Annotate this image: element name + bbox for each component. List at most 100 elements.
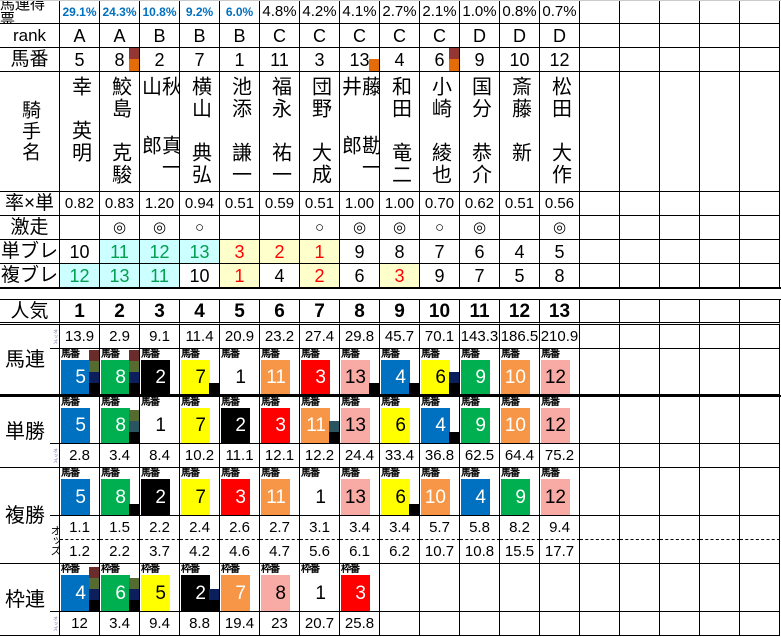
badge-number: 7 <box>235 582 246 604</box>
badge-caption: 馬番 <box>421 397 440 408</box>
empty-cell <box>700 264 740 288</box>
umaren-horse-badge-cell[interactable]: 馬番 4 <box>380 349 420 395</box>
fuku-bure-cell: 13 <box>100 264 140 288</box>
fukusho-odds-high-cell-text: 15.5 <box>504 543 535 560</box>
tansho-horse-badge-cell[interactable]: 馬番 1 <box>140 397 180 444</box>
fukusho-horse-badge-cell[interactable]: 馬番 5 <box>60 468 100 516</box>
badge-caption: 馬番 <box>341 468 360 479</box>
wakuren-waku-badge-cell[interactable]: 枠番 4 <box>60 564 100 612</box>
empty-cell <box>700 72 740 192</box>
empty-cell <box>620 349 660 395</box>
wakuren-odds-cell-text: 8.8 <box>189 615 210 632</box>
fukusho-horse-badge-cell[interactable]: 馬番 1 <box>300 468 340 516</box>
fukusho-horse-badge-cell[interactable]: 馬番 8 <box>100 468 140 516</box>
tansho-horse-badge-cell[interactable]: 馬番 5 <box>60 397 100 444</box>
tan-bure-cell-text: 1 <box>314 241 325 262</box>
umaren-horse-badge-cell[interactable]: 馬番 13 <box>340 349 380 395</box>
popularity-rank-header-text: 4 <box>194 300 205 322</box>
tansho-horse-badge-cell[interactable]: 馬番 7 <box>180 397 220 444</box>
row-label-gekiso: 激走 <box>0 216 60 240</box>
badge-caption: 馬番 <box>461 349 480 360</box>
tan-bure-cell: 12 <box>140 240 180 264</box>
tansho-horse-badge-cell[interactable]: 馬番 2 <box>220 397 260 444</box>
fukusho-horse-badge-cell[interactable]: 馬番 2 <box>140 468 180 516</box>
votes-cell: 0.8% <box>500 0 540 24</box>
color-mark-strip <box>409 383 419 394</box>
tansho-horse-badge-cell[interactable]: 馬番 10 <box>500 397 540 444</box>
tansho-horse-badge-cell[interactable]: 馬番 6 <box>380 397 420 444</box>
fukusho-horse-badge-cell[interactable]: 馬番 12 <box>540 468 580 516</box>
wakuren-waku-badge-cell[interactable]: 枠番 1 <box>300 564 340 612</box>
wakuren-waku-badge-cell[interactable]: 枠番 5 <box>140 564 180 612</box>
wakuren-waku-badge-cell[interactable]: 枠番 8 <box>260 564 300 612</box>
umaren-horse-badge-cell[interactable]: 馬番 2 <box>140 349 180 395</box>
color-mark <box>89 578 99 589</box>
umaren-horse-badge-cell[interactable]: 馬番 10 <box>500 349 540 395</box>
votes-cell: 0.7% <box>540 0 580 24</box>
umaren-horse-badge-cell[interactable]: 馬番 3 <box>300 349 340 395</box>
fukusho-horse-badge-cell[interactable]: 馬番 4 <box>460 468 500 516</box>
fukusho-horse-badge-cell[interactable]: 馬番 10 <box>420 468 460 516</box>
badge-number: 6 <box>395 415 406 436</box>
tansho-horse-badge-cell[interactable]: 馬番 8 <box>100 397 140 444</box>
badge-caption: 馬番 <box>381 349 400 360</box>
fukusho-horse-badge-cell[interactable]: 馬番 3 <box>220 468 260 516</box>
badge-number: 12 <box>544 415 566 436</box>
empty-cell <box>740 216 780 240</box>
fukusho-odds-low-cell: 5.8 <box>460 516 500 540</box>
fukusho-horse-badge-cell[interactable]: 馬番 13 <box>340 468 380 516</box>
wakuren-odds-cell <box>420 612 460 636</box>
odds-caption: オッズ <box>50 612 60 636</box>
tansho-horse-badge-cell[interactable]: 馬番 9 <box>460 397 500 444</box>
jockey-given-name: 竜二 <box>388 142 411 186</box>
tansho-horse-badge-cell[interactable]: 馬番 12 <box>540 397 580 444</box>
empty-cell <box>620 264 660 288</box>
color-mark-strip <box>129 410 139 443</box>
umaren-horse-badge-cell[interactable]: 馬番 9 <box>460 349 500 395</box>
tansho-horse-badge-cell[interactable]: 馬番 11 <box>300 397 340 444</box>
popularity-rank-header: 9 <box>380 300 420 325</box>
color-mark-strip <box>129 504 139 515</box>
umaren-horse-badge-cell[interactable]: 馬番 1 <box>220 349 260 395</box>
gekiso-cell-text: ◎ <box>392 219 407 236</box>
label-spacer <box>50 468 60 516</box>
gekiso-cell-text: ◎ <box>352 219 367 236</box>
umaren-horse-badge-cell[interactable]: 馬番 11 <box>260 349 300 395</box>
votes-cell: 24.3% <box>100 0 140 24</box>
wakuren-waku-badge-cell[interactable]: 枠番 2 <box>180 564 220 612</box>
umaren-horse-badge-cell[interactable]: 馬番 7 <box>180 349 220 395</box>
umaren-horse-badge-cell[interactable]: 馬番 5 <box>60 349 100 395</box>
fukusho-horse-badge-cell[interactable]: 馬番 7 <box>180 468 220 516</box>
fukusho-horse-badge-cell[interactable]: 馬番 11 <box>260 468 300 516</box>
fuku-bure-cell-text: 5 <box>514 265 525 286</box>
votes-cell-text: 1.0% <box>462 3 497 20</box>
fukusho-horse-badge-cell[interactable]: 馬番 6 <box>380 468 420 516</box>
empty-cell <box>580 468 620 516</box>
badge-number: 5 <box>75 415 86 436</box>
wakuren-waku-badge-cell[interactable]: 枠番 6 <box>100 564 140 612</box>
umaren-odds-cell-text: 2.9 <box>109 328 130 345</box>
votes-cell-text: 29.1% <box>62 4 97 19</box>
fukusho-label: 複勝 <box>0 468 50 564</box>
umaren-horse-badge-cell[interactable]: 馬番 8 <box>100 349 140 395</box>
umaren-horse-badge-cell[interactable]: 馬番 12 <box>540 349 580 395</box>
tansho-horse-badge-cell[interactable]: 馬番 13 <box>340 397 380 444</box>
umaren-horse-badge-cell[interactable]: 馬番 6 <box>420 349 460 395</box>
horse-number-badge: 2 <box>221 408 250 443</box>
ratio-cell-text: 0.56 <box>544 195 575 212</box>
wakuren-waku-badge-cell[interactable]: 枠番 3 <box>340 564 380 612</box>
tansho-horse-badge-cell[interactable]: 馬番 4 <box>420 397 460 444</box>
fukusho-horse-badge-cell[interactable]: 馬番 9 <box>500 468 540 516</box>
horse-number-badge: 12 <box>541 479 570 515</box>
umaren-odds-cell: 210.9 <box>540 325 580 349</box>
jockey-name-cell: 団野 大成 <box>300 72 340 192</box>
fukusho-odds-high-cell: 4.6 <box>220 540 260 564</box>
umaban-cell-text: 11 <box>270 49 289 70</box>
wakuren-waku-badge-cell[interactable]: 枠番 7 <box>220 564 260 612</box>
empty-cell <box>660 397 700 444</box>
jockey-surname: 団野 <box>308 76 331 120</box>
tansho-horse-badge-cell[interactable]: 馬番 3 <box>260 397 300 444</box>
popularity-rank-header: 13 <box>540 300 580 325</box>
jockey-surname: 和田 <box>388 76 411 120</box>
